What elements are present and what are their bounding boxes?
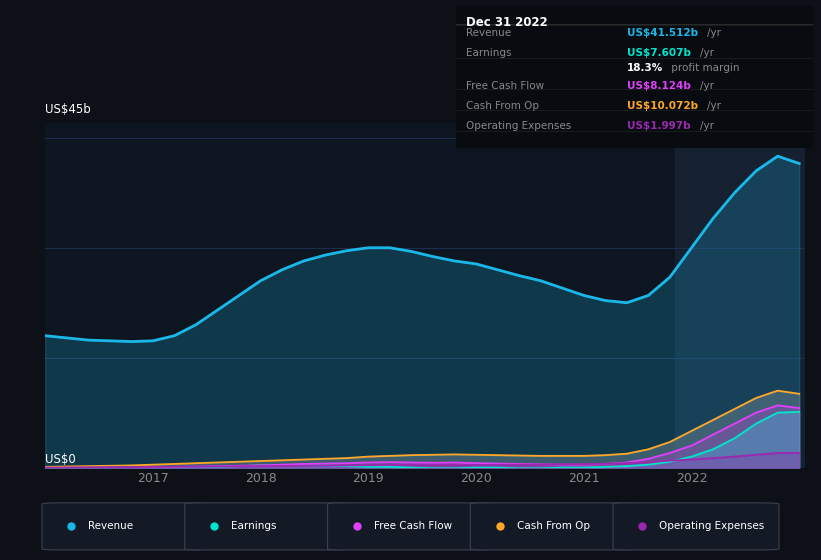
Text: /yr: /yr bbox=[708, 29, 722, 39]
Text: /yr: /yr bbox=[699, 81, 713, 91]
Text: Free Cash Flow: Free Cash Flow bbox=[374, 521, 452, 531]
Text: Operating Expenses: Operating Expenses bbox=[466, 122, 571, 131]
FancyBboxPatch shape bbox=[328, 503, 493, 550]
Text: US$0: US$0 bbox=[45, 453, 76, 466]
FancyBboxPatch shape bbox=[185, 503, 351, 550]
Text: /yr: /yr bbox=[699, 49, 713, 58]
Text: profit margin: profit margin bbox=[668, 63, 740, 73]
FancyBboxPatch shape bbox=[613, 503, 779, 550]
Text: Free Cash Flow: Free Cash Flow bbox=[466, 81, 544, 91]
Text: Earnings: Earnings bbox=[466, 49, 511, 58]
Text: Cash From Op: Cash From Op bbox=[516, 521, 589, 531]
Text: Dec 31 2022: Dec 31 2022 bbox=[466, 16, 548, 29]
Text: /yr: /yr bbox=[708, 101, 722, 111]
Text: Operating Expenses: Operating Expenses bbox=[659, 521, 764, 531]
Text: US$7.607b: US$7.607b bbox=[627, 49, 691, 58]
Text: Earnings: Earnings bbox=[231, 521, 277, 531]
Text: US$1.997b: US$1.997b bbox=[627, 122, 690, 131]
Text: Revenue: Revenue bbox=[466, 29, 511, 39]
FancyBboxPatch shape bbox=[470, 503, 636, 550]
Text: Revenue: Revenue bbox=[89, 521, 134, 531]
Text: US$41.512b: US$41.512b bbox=[627, 29, 698, 39]
Text: 18.3%: 18.3% bbox=[627, 63, 663, 73]
Text: US$8.124b: US$8.124b bbox=[627, 81, 691, 91]
Text: US$45b: US$45b bbox=[45, 104, 91, 116]
Bar bbox=[676, 123, 805, 468]
FancyBboxPatch shape bbox=[42, 503, 208, 550]
Text: Cash From Op: Cash From Op bbox=[466, 101, 539, 111]
Text: /yr: /yr bbox=[699, 122, 713, 131]
Text: US$10.072b: US$10.072b bbox=[627, 101, 698, 111]
